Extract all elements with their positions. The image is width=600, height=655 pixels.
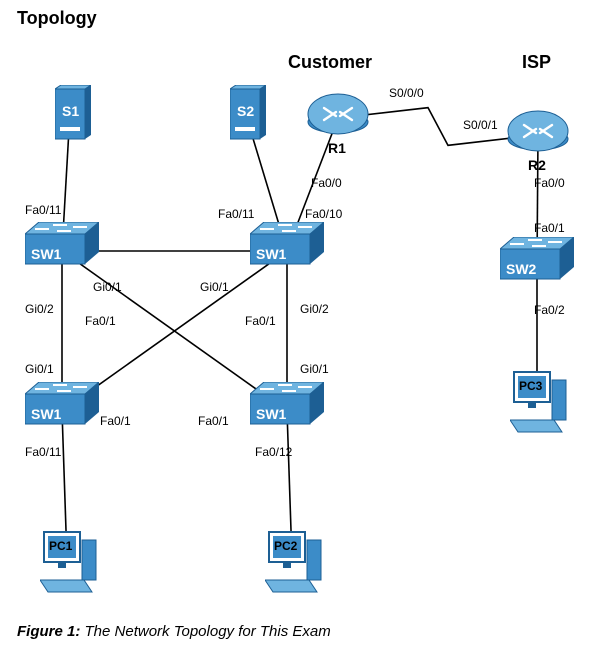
port-label: Gi0/1 [200, 280, 229, 294]
pc-icon [265, 530, 329, 602]
router-icon [304, 90, 372, 146]
port-label: Fa0/2 [534, 303, 565, 317]
server-icon [55, 85, 91, 145]
port-label: Fa0/1 [534, 221, 565, 235]
pc-icon [510, 370, 574, 442]
port-label: Fa0/1 [100, 414, 131, 428]
switch-icon [250, 382, 324, 434]
port-label: Fa0/11 [25, 203, 61, 217]
port-label: Fa0/1 [198, 414, 229, 428]
port-label: S0/0/1 [463, 118, 498, 132]
port-label: Fa0/0 [534, 176, 565, 190]
router-icon [504, 107, 572, 163]
port-label: Gi0/1 [25, 362, 54, 376]
switch-icon [500, 237, 574, 289]
port-label: Gi0/1 [300, 362, 329, 376]
port-label: Fa0/10 [305, 207, 342, 221]
port-label: Fa0/0 [311, 176, 342, 190]
server-icon [230, 85, 266, 145]
topology-canvas: Topology Customer ISP Figure 1: The Netw… [0, 0, 600, 655]
switch-icon [250, 222, 324, 274]
port-label: Gi0/2 [25, 302, 54, 316]
pc-icon [40, 530, 104, 602]
port-label: Fa0/11 [25, 445, 61, 459]
port-label: Fa0/12 [255, 445, 292, 459]
port-label: S0/0/0 [389, 86, 424, 100]
port-label: Fa0/1 [245, 314, 276, 328]
port-label: Gi0/1 [93, 280, 122, 294]
port-label: Fa0/1 [85, 314, 116, 328]
switch-icon [25, 382, 99, 434]
switch-icon [25, 222, 99, 274]
port-label: Fa0/11 [218, 207, 254, 221]
port-label: Gi0/2 [300, 302, 329, 316]
